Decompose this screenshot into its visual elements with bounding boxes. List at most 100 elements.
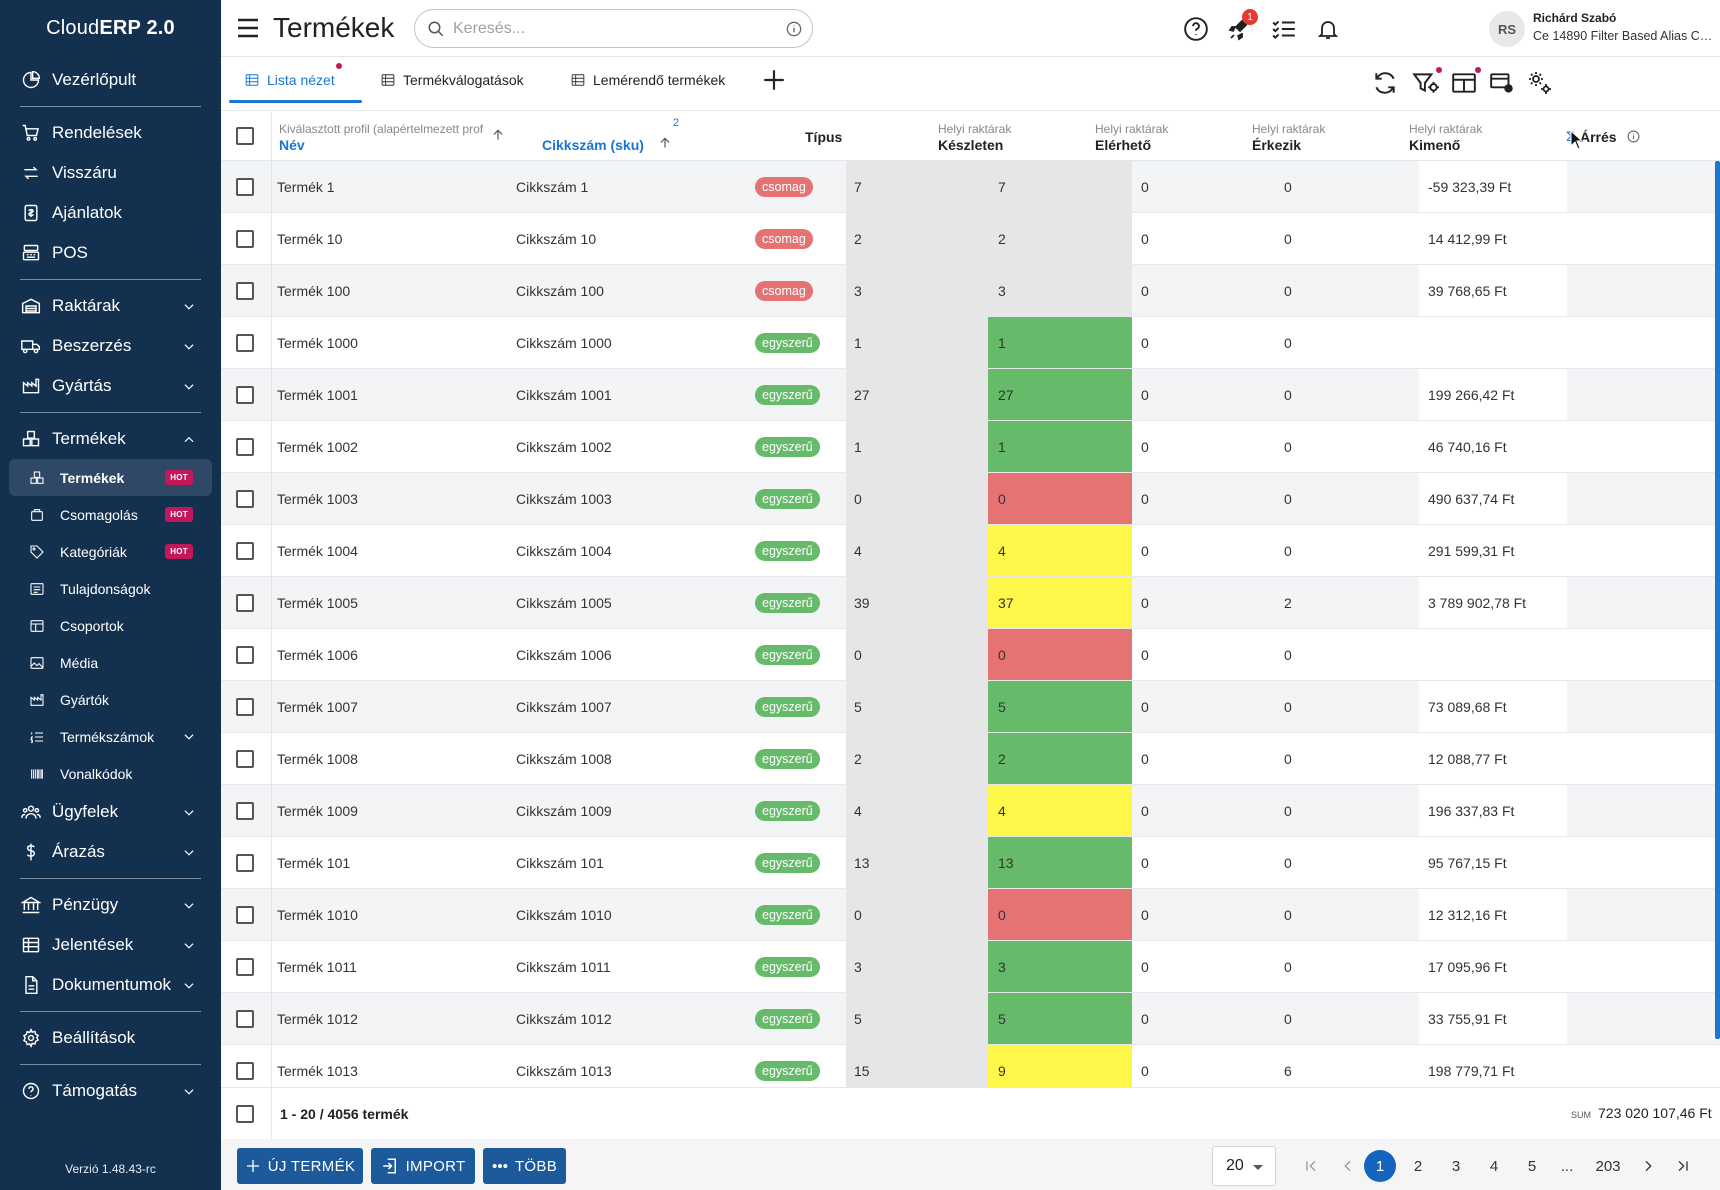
select-all-checkbox[interactable] xyxy=(236,127,254,145)
product-name[interactable]: Termék 1000 xyxy=(277,334,358,351)
sidebar-item-warehouses[interactable]: Raktárak xyxy=(0,286,221,326)
sidebar-item-purchasing[interactable]: Beszerzés xyxy=(0,326,221,366)
sidebar-item-offers[interactable]: Ajánlatok xyxy=(0,193,221,233)
table-row[interactable]: Termék 1006 Cikkszám 1006 egyszerű 0 0 0… xyxy=(221,629,1720,681)
row-checkbox[interactable] xyxy=(236,577,254,628)
next-page-icon[interactable] xyxy=(1632,1150,1664,1182)
product-name[interactable]: Termék 1011 xyxy=(277,958,357,975)
product-name[interactable]: Termék 1006 xyxy=(277,646,358,663)
sidebar-item-pos[interactable]: POS xyxy=(0,233,221,273)
sidebar-subitem-media[interactable]: Média xyxy=(0,644,221,681)
info-icon[interactable] xyxy=(786,21,802,40)
table-row[interactable]: Termék 1004 Cikkszám 1004 egyszerű 4 4 0… xyxy=(221,525,1720,577)
refresh-icon[interactable] xyxy=(1371,69,1399,97)
sidebar-subitem-groups[interactable]: Csoportok xyxy=(0,607,221,644)
sidebar-item-settings[interactable]: Beállítások xyxy=(0,1018,221,1058)
table-row[interactable]: Termék 1000 Cikkszám 1000 egyszerű 1 1 0… xyxy=(221,317,1720,369)
row-checkbox[interactable] xyxy=(236,1045,254,1087)
table-row[interactable]: Termék 1011 Cikkszám 1011 egyszerű 3 3 0… xyxy=(221,941,1720,993)
select-page-checkbox[interactable] xyxy=(236,1105,254,1123)
product-name[interactable]: Termék 10 xyxy=(277,230,343,247)
chevron-down-icon[interactable] xyxy=(182,978,196,992)
row-checkbox[interactable] xyxy=(236,629,254,680)
row-checkbox[interactable] xyxy=(236,369,254,420)
table-row[interactable]: Termék 1007 Cikkszám 1007 egyszerű 5 5 0… xyxy=(221,681,1720,733)
col-header-type[interactable]: Típus xyxy=(805,129,843,145)
page-4[interactable]: 4 xyxy=(1489,1157,1499,1175)
sidebar-item-documents[interactable]: Dokumentumok xyxy=(0,965,221,1005)
search-box[interactable] xyxy=(414,9,813,48)
new-product-button[interactable]: ÚJ TERMÉK xyxy=(237,1148,363,1184)
first-page-icon[interactable] xyxy=(1295,1150,1327,1182)
sidebar-subitem-manufacturers[interactable]: Gyártók xyxy=(0,681,221,718)
table-row[interactable]: Termék 10 Cikkszám 10 csomag 2 2 0 0 14 … xyxy=(221,213,1720,265)
sidebar-item-dashboard[interactable]: Vezérlőpult xyxy=(0,60,221,100)
chevron-down-icon[interactable] xyxy=(182,379,196,393)
page-last-number[interactable]: 203 xyxy=(1595,1157,1621,1175)
product-name[interactable]: Termék 1007 xyxy=(277,698,358,715)
sidebar-item-orders[interactable]: Rendelések xyxy=(0,113,221,153)
product-name[interactable]: Termék 1002 xyxy=(277,438,358,455)
sidebar-subitem-properties[interactable]: Tulajdonságok xyxy=(0,570,221,607)
col-header-name[interactable]: Kiválasztott profil (alapértelmezett pro… xyxy=(279,112,509,161)
table-row[interactable]: Termék 1001 Cikkszám 1001 egyszerű 27 27… xyxy=(221,369,1720,421)
rocket-icon[interactable]: 1 xyxy=(1226,9,1258,43)
info-icon[interactable] xyxy=(1627,130,1640,146)
table-row[interactable]: Termék 1012 Cikkszám 1012 egyszerű 5 5 0… xyxy=(221,993,1720,1045)
tab-weighable-products[interactable]: Lemérendő termékek xyxy=(571,57,725,103)
help-icon[interactable] xyxy=(1182,15,1210,43)
import-button[interactable]: IMPORT xyxy=(371,1148,475,1184)
row-checkbox[interactable] xyxy=(236,265,254,316)
product-name[interactable]: Termék 1008 xyxy=(277,750,358,767)
sidebar-subitem-product-numbers[interactable]: Termékszámok xyxy=(0,718,221,755)
app-logo[interactable]: Cloud ERP 2.0 xyxy=(46,16,175,39)
last-page-icon[interactable] xyxy=(1667,1150,1699,1182)
tab-product-selections[interactable]: Termékválogatások xyxy=(381,57,524,103)
page-1[interactable]: 1 xyxy=(1364,1150,1396,1182)
table-row[interactable]: Termék 1008 Cikkszám 1008 egyszerű 2 2 0… xyxy=(221,733,1720,785)
col-header-available[interactable]: Helyi raktárak Elérhető xyxy=(1095,122,1169,153)
sidebar-item-manufacturing[interactable]: Gyártás xyxy=(0,366,221,406)
add-tab-icon[interactable] xyxy=(761,67,787,93)
row-checkbox[interactable] xyxy=(236,317,254,368)
more-button[interactable]: TÖBB xyxy=(483,1148,566,1184)
user-company[interactable]: Ce 14890 Filter Based Alias Company xyxy=(1533,29,1715,43)
row-checkbox[interactable] xyxy=(236,941,254,992)
sidebar-item-finance[interactable]: Pénzügy xyxy=(0,885,221,925)
table-row[interactable]: Termék 1005 Cikkszám 1005 egyszerű 39 37… xyxy=(221,577,1720,629)
sidebar-subitem-barcodes[interactable]: Vonalkódok xyxy=(0,755,221,792)
sidebar-item-returns[interactable]: Visszáru xyxy=(0,153,221,193)
product-name[interactable]: Termék 1001 xyxy=(277,386,358,403)
bell-icon[interactable] xyxy=(1314,15,1342,43)
avatar[interactable]: RS xyxy=(1489,11,1525,47)
page-2[interactable]: 2 xyxy=(1413,1157,1423,1175)
tab-list-view[interactable]: Lista nézet xyxy=(245,57,335,103)
user-name[interactable]: Richárd Szabó xyxy=(1533,11,1617,25)
product-name[interactable]: Termék 1 xyxy=(277,178,335,195)
table-row[interactable]: Termék 1010 Cikkszám 1010 egyszerű 0 0 0… xyxy=(221,889,1720,941)
sort-ascending-icon[interactable] xyxy=(658,136,672,153)
table-row[interactable]: Termék 1009 Cikkszám 1009 egyszerű 4 4 0… xyxy=(221,785,1720,837)
table-row[interactable]: Termék 100 Cikkszám 100 csomag 3 3 0 0 3… xyxy=(221,265,1720,317)
task-list-icon[interactable] xyxy=(1270,15,1298,43)
filter-settings-icon[interactable] xyxy=(1412,69,1440,97)
product-name[interactable]: Termék 1012 xyxy=(277,1010,358,1027)
col-header-instock[interactable]: Helyi raktárak Készleten xyxy=(938,122,1012,153)
row-checkbox[interactable] xyxy=(236,213,254,264)
chevron-down-icon[interactable] xyxy=(182,938,196,952)
col-header-sku[interactable]: Cikkszám (sku) 2 xyxy=(542,117,680,153)
chevron-down-icon[interactable] xyxy=(182,898,196,912)
table-row[interactable]: Termék 1013 Cikkszám 1013 egyszerű 15 9 … xyxy=(221,1045,1720,1087)
sidebar-subitem-packaging[interactable]: Csomagolás HOT xyxy=(0,496,221,533)
columns-layout-icon[interactable] xyxy=(1450,69,1478,97)
sidebar-item-pricing[interactable]: Árazás xyxy=(0,832,221,872)
sidebar-subitem-products[interactable]: Termékek HOT xyxy=(9,459,212,496)
sidebar-item-customers[interactable]: Ügyfelek xyxy=(0,792,221,832)
row-checkbox[interactable] xyxy=(236,161,254,212)
table-row[interactable]: Termék 1 Cikkszám 1 csomag 7 7 0 0 -59 3… xyxy=(221,161,1720,213)
search-input[interactable] xyxy=(453,18,773,40)
col-header-incoming[interactable]: Helyi raktárak Érkezik xyxy=(1252,122,1326,153)
menu-icon[interactable] xyxy=(236,17,260,39)
row-checkbox[interactable] xyxy=(236,889,254,940)
sidebar-subitem-categories[interactable]: Kategóriák HOT xyxy=(0,533,221,570)
